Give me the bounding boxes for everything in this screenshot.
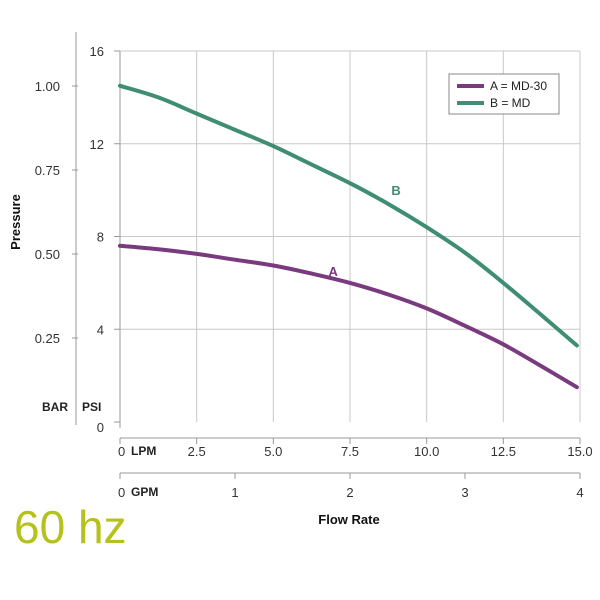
lpm-tick-label: 10.0 [414,444,439,459]
lpm-tick-label: 2.5 [188,444,206,459]
frequency-label: 60 hz [14,501,127,553]
bar-tick-label: 0.50 [35,247,60,262]
x-axis-title: Flow Rate [318,512,379,527]
legend-box [448,73,560,115]
y-unit-psi: PSI [82,400,101,414]
lpm-tick-label: 15.0 [567,444,592,459]
psi-tick-label: 8 [97,230,104,245]
lpm-tick-label: 0 [118,444,125,459]
gpm-tick-label: 3 [461,485,468,500]
legend: A = MD-30 B = MD [448,73,560,115]
gpm-tick-label: 0 [118,485,125,500]
legend-entry-a: A = MD-30 [490,79,547,93]
bar-tick-label: 1.00 [35,79,60,94]
psi-tick-label: 4 [97,322,104,337]
gpm-tick-label: 4 [576,485,583,500]
lpm-tick-label: 12.5 [491,444,516,459]
x-unit-lpm: LPM [131,444,156,458]
legend-entry-b: B = MD [490,96,531,110]
bar-tick-label: 0.75 [35,163,60,178]
psi-tick-label: 16 [90,44,104,59]
curve-label-a: A [329,264,339,279]
y-unit-bar: BAR [42,400,68,414]
series-line-a [118,243,579,390]
x-unit-gpm: GPM [131,485,158,499]
series-lines [118,83,579,390]
lpm-tick-label: 5.0 [264,444,282,459]
labels: AB [329,183,401,279]
series-line-b [118,83,579,348]
curve-label-b: B [391,183,400,198]
bar-tick-label: 0.25 [35,331,60,346]
psi-tick-label: 0 [97,420,104,435]
gpm-tick-label: 2 [346,485,353,500]
lpm-tick-label: 7.5 [341,444,359,459]
gpm-tick-label: 1 [231,485,238,500]
y-axis-title: Pressure [8,194,23,250]
psi-tick-label: 12 [90,137,104,152]
